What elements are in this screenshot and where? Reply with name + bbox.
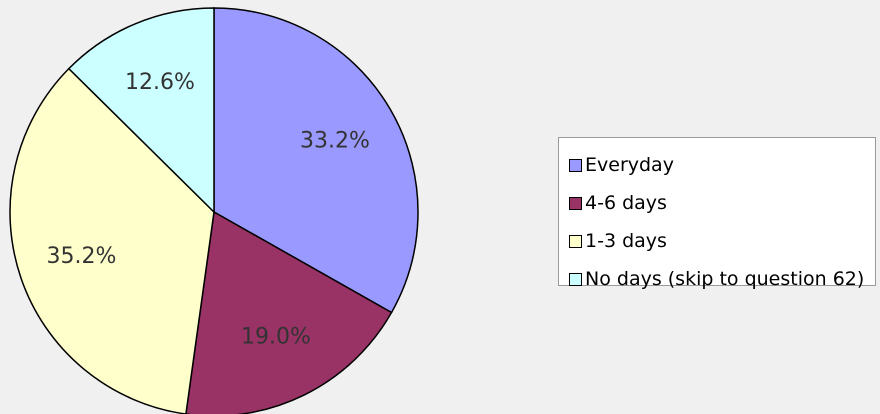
legend-label-everyday: Everyday — [585, 154, 674, 176]
legend-item-no-days: No days (skip to question 62) — [569, 260, 875, 298]
pie-label-no-days: 12.6% — [125, 70, 195, 95]
pie-slice-4-6-days — [185, 210, 393, 414]
legend-item-4-6-days: 4-6 days — [569, 184, 875, 222]
pie-label-everyday: 33.2% — [300, 129, 370, 154]
legend-swatch-everyday — [569, 158, 582, 172]
pie-slice-everyday — [213, 7, 419, 314]
legend-item-everyday: Everyday — [569, 146, 875, 184]
pie-slice-1-3-days — [9, 67, 215, 414]
legend-label-no-days: No days (skip to question 62) — [585, 268, 865, 290]
legend-label-1-3-days: 1-3 days — [585, 230, 667, 252]
legend-label-4-6-days: 4-6 days — [585, 192, 667, 214]
legend-swatch-4-6-days — [569, 196, 582, 210]
pie-label-4-6-days: 19.0% — [241, 325, 311, 350]
legend-swatch-no-days — [569, 272, 582, 286]
legend: Everyday 4-6 days 1-3 days No days (skip… — [558, 137, 876, 290]
legend-swatch-1-3-days — [569, 234, 582, 248]
pie-label-1-3-days: 35.2% — [46, 244, 116, 269]
legend-item-1-3-days: 1-3 days — [569, 222, 875, 260]
pie-slice-no-days — [67, 7, 215, 214]
